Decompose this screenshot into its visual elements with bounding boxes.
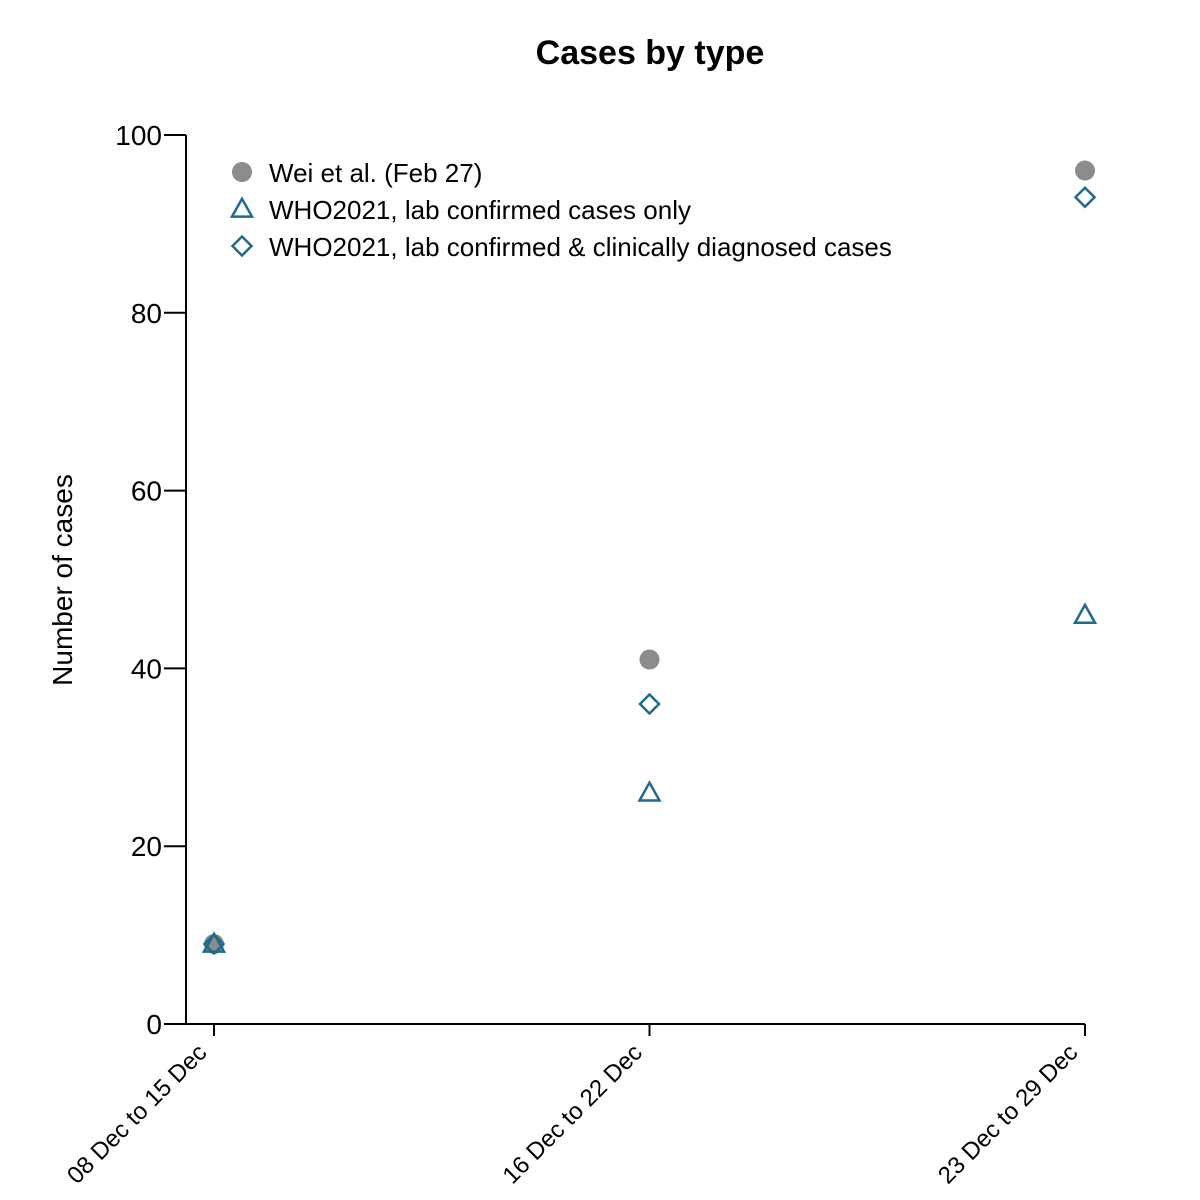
data-point-series-2	[201, 931, 227, 953]
data-marks	[201, 160, 1098, 956]
legend-marker-series-3	[230, 234, 254, 258]
data-point-series-1	[1075, 160, 1095, 181]
axes: 0 20 40 60 80 100 08 Dec to 15 Dec 16 Dec to 22…	[62, 120, 1086, 1189]
legend-marker-series-1	[232, 162, 252, 182]
data-point-series-3	[202, 932, 226, 956]
legend-marker-series-2	[229, 196, 255, 218]
data-point-series-3	[638, 692, 661, 716]
y-tick-label: 80	[131, 298, 162, 329]
legend-label-series-3: WHO2021, lab confirmed & clinically diag…	[269, 232, 892, 262]
y-axis-label: Number of cases	[47, 474, 78, 686]
x-tick-label: 23 Dec to 29 Dec	[933, 1039, 1083, 1189]
data-point-series-2	[637, 780, 662, 802]
legend-label-series-1: Wei et al. (Feb 27)	[269, 158, 482, 188]
x-tick-label: 16 Dec to 22 Dec	[498, 1039, 648, 1189]
y-tick-label: 100	[115, 120, 162, 151]
y-tick-label: 0	[146, 1009, 162, 1040]
data-point-series-2	[1072, 602, 1098, 624]
data-point-series-3	[1073, 185, 1097, 209]
x-tick-label: 08 Dec to 15 Dec	[62, 1039, 212, 1189]
legend: Wei et al. (Feb 27) WHO2021, lab confirme…	[229, 158, 892, 262]
y-tick-label: 20	[131, 831, 162, 862]
data-point-series-1	[639, 649, 660, 670]
chart-title: Cases by type	[536, 34, 765, 72]
legend-label-series-2: WHO2021, lab confirmed cases only	[269, 195, 691, 225]
y-tick-label: 60	[131, 476, 162, 507]
y-tick-label: 40	[131, 653, 162, 684]
